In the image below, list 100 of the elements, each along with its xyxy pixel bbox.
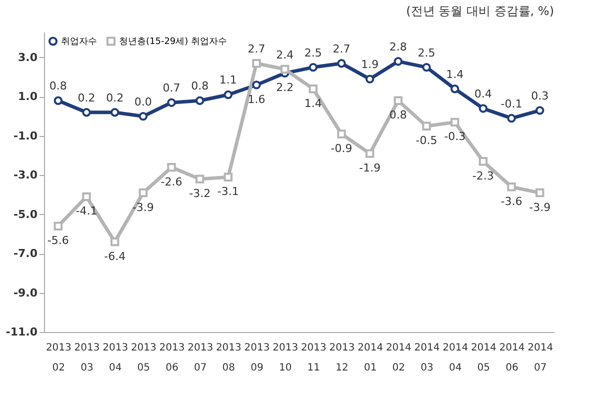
y-tick-label: -9.0 xyxy=(13,286,38,300)
point xyxy=(394,57,403,66)
point xyxy=(478,104,488,113)
data-label: 0.0 xyxy=(134,95,152,108)
point xyxy=(535,188,544,198)
data-label: 0.2 xyxy=(78,91,96,104)
point xyxy=(280,64,290,74)
x-tick-label: 2014 02 xyxy=(386,342,412,374)
chart-title: (전년 동월 대비 증감률, %) xyxy=(406,4,554,18)
point xyxy=(167,98,176,107)
data-label: 2.7 xyxy=(248,42,266,56)
point xyxy=(252,80,261,90)
point xyxy=(478,157,488,166)
x-tick-label: 2014 03 xyxy=(414,342,440,374)
data-label: 1.6 xyxy=(248,92,266,106)
data-label: -3.1 xyxy=(217,185,239,198)
x-tick-label: 2013 11 xyxy=(300,342,326,374)
point xyxy=(394,96,403,105)
y-tick-label: -1.0 xyxy=(13,129,38,142)
point xyxy=(422,122,431,130)
x-tick-label: 2014 07 xyxy=(528,342,554,374)
point xyxy=(252,59,261,68)
point xyxy=(195,96,204,105)
y-tick-label: -11.0 xyxy=(6,326,38,338)
data-label: 0.8 xyxy=(389,108,407,122)
data-label: 0.8 xyxy=(191,80,209,93)
data-label: -3.9 xyxy=(529,200,551,214)
legend-label: 취업자수 xyxy=(61,37,97,48)
data-label: -0.9 xyxy=(330,142,352,155)
point xyxy=(308,84,318,94)
point xyxy=(337,130,346,138)
data-label: -2.6 xyxy=(160,175,182,188)
point xyxy=(82,108,91,117)
data-label: -6.4 xyxy=(104,250,126,263)
data-label: -0.5 xyxy=(416,134,438,148)
point xyxy=(308,62,318,72)
data-label: -3.2 xyxy=(189,187,211,200)
x-tick-label: 2013 07 xyxy=(188,342,214,374)
point xyxy=(110,108,120,117)
point xyxy=(54,222,63,230)
y-tick-label: -3.0 xyxy=(13,168,38,182)
point xyxy=(138,112,148,121)
x-tick-label: 2014 04 xyxy=(442,342,468,374)
data-label: 2.2 xyxy=(276,81,294,94)
data-label: 0.4 xyxy=(474,87,492,100)
point xyxy=(422,62,431,72)
data-label: 1.4 xyxy=(446,68,464,81)
point xyxy=(138,188,148,198)
data-label: 2.7 xyxy=(332,42,350,56)
x-tick-label: 2014 05 xyxy=(470,342,496,374)
x-tick-label: 2013 10 xyxy=(272,342,298,374)
point xyxy=(167,162,176,172)
point xyxy=(195,174,204,184)
data-label: 0.7 xyxy=(162,82,180,95)
x-tick-label: 2014 06 xyxy=(499,342,525,374)
x-tick-label: 2013 09 xyxy=(244,342,270,374)
point xyxy=(365,149,374,158)
data-label: 1.1 xyxy=(219,74,237,87)
point xyxy=(507,114,516,123)
data-label: -0.1 xyxy=(500,97,522,110)
data-label: 2.5 xyxy=(418,46,436,60)
legend-label: 청년층(15-29세) 취업자수 xyxy=(119,37,228,48)
data-label: -0.3 xyxy=(444,130,466,144)
point xyxy=(365,74,374,84)
data-label: -1.9 xyxy=(359,162,381,175)
x-tick-label: 2014 01 xyxy=(358,342,384,374)
data-label: 2.4 xyxy=(276,48,294,62)
data-label: 0.2 xyxy=(106,91,124,104)
data-label: -3.9 xyxy=(132,200,154,214)
point xyxy=(110,237,120,246)
x-tick-label: 2013 08 xyxy=(216,342,242,374)
data-label: 0.8 xyxy=(49,80,67,93)
point xyxy=(224,172,233,182)
point xyxy=(224,90,233,100)
y-tick-label: -5.0 xyxy=(13,208,38,221)
data-label: 2.8 xyxy=(389,40,407,54)
x-tick-label: 2013 05 xyxy=(130,342,156,374)
x-tick-label: 2013 12 xyxy=(329,342,355,374)
data-label: -4.1 xyxy=(76,204,98,218)
data-label: 1.4 xyxy=(304,96,322,110)
data-label: 2.5 xyxy=(304,46,322,60)
y-tick-label: -7.0 xyxy=(13,247,38,260)
data-label: -3.6 xyxy=(500,194,522,208)
x-tick-label: 2013 02 xyxy=(46,342,72,374)
y-tick-label: 1.0 xyxy=(18,90,38,104)
data-label: 1.9 xyxy=(361,58,379,72)
point xyxy=(337,59,346,68)
point xyxy=(82,192,91,202)
point xyxy=(54,96,63,105)
point xyxy=(450,118,460,127)
data-label: 0.3 xyxy=(531,89,549,102)
point xyxy=(507,182,516,192)
data-label: -2.3 xyxy=(472,169,494,182)
data-label: -5.6 xyxy=(47,234,69,248)
y-tick-label: 3.0 xyxy=(18,50,38,64)
x-tick-label: 2013 04 xyxy=(102,342,128,374)
point xyxy=(450,84,460,94)
point xyxy=(535,106,544,115)
x-tick-label: 2013 06 xyxy=(159,342,185,374)
x-tick-label: 2013 03 xyxy=(74,342,100,374)
